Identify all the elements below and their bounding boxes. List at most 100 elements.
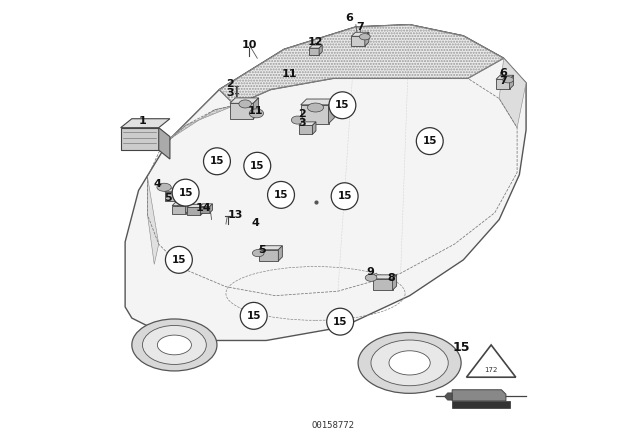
Polygon shape [259, 246, 282, 250]
Circle shape [165, 246, 192, 273]
Text: 15: 15 [210, 156, 224, 166]
Ellipse shape [157, 183, 172, 191]
Polygon shape [230, 103, 253, 119]
Polygon shape [172, 206, 186, 214]
Text: 15: 15 [246, 311, 261, 321]
Text: 2: 2 [226, 79, 234, 89]
Polygon shape [319, 45, 323, 55]
Ellipse shape [252, 250, 264, 257]
Text: 15: 15 [250, 161, 264, 171]
Text: 4: 4 [252, 218, 260, 228]
Circle shape [268, 181, 294, 208]
Ellipse shape [503, 77, 513, 83]
Polygon shape [187, 204, 204, 207]
Ellipse shape [365, 274, 377, 281]
Polygon shape [301, 99, 334, 105]
Ellipse shape [360, 34, 370, 40]
Circle shape [327, 308, 354, 335]
Text: 172: 172 [484, 366, 498, 373]
Circle shape [417, 128, 443, 155]
Text: 6: 6 [345, 13, 353, 23]
Text: 13: 13 [228, 210, 244, 220]
Polygon shape [200, 207, 210, 213]
Polygon shape [301, 105, 328, 124]
Text: 7: 7 [356, 22, 364, 32]
Polygon shape [312, 122, 316, 134]
Text: 15: 15 [274, 190, 288, 200]
Polygon shape [220, 25, 504, 105]
Text: 11: 11 [248, 106, 263, 116]
Polygon shape [178, 188, 182, 201]
Polygon shape [365, 32, 369, 46]
Text: 15: 15 [172, 255, 186, 265]
Text: 15: 15 [335, 100, 349, 110]
Text: 6: 6 [499, 68, 507, 78]
Polygon shape [121, 128, 159, 150]
Polygon shape [159, 128, 170, 159]
Polygon shape [164, 192, 178, 201]
Polygon shape [190, 196, 194, 208]
Text: 14: 14 [196, 203, 212, 213]
Polygon shape [452, 401, 511, 408]
Polygon shape [373, 275, 397, 279]
Polygon shape [125, 25, 526, 340]
Polygon shape [309, 48, 319, 55]
Text: 3: 3 [227, 88, 234, 98]
Polygon shape [187, 207, 200, 215]
Text: 8: 8 [387, 273, 395, 283]
Ellipse shape [358, 332, 461, 393]
Polygon shape [230, 98, 259, 103]
Polygon shape [164, 188, 182, 192]
Circle shape [172, 179, 199, 206]
Text: 2: 2 [298, 109, 306, 119]
Text: 1: 1 [138, 116, 146, 126]
Polygon shape [259, 250, 278, 261]
Polygon shape [309, 45, 323, 48]
Polygon shape [200, 204, 212, 207]
Polygon shape [467, 345, 516, 377]
Text: 3: 3 [298, 118, 306, 128]
Circle shape [204, 148, 230, 175]
Ellipse shape [371, 340, 448, 386]
Text: 15: 15 [452, 340, 470, 354]
Polygon shape [496, 79, 509, 89]
Text: 10: 10 [241, 40, 257, 50]
Circle shape [329, 92, 356, 119]
Ellipse shape [157, 335, 191, 355]
Polygon shape [496, 75, 513, 79]
Polygon shape [328, 99, 334, 124]
Text: 7: 7 [499, 76, 507, 86]
Polygon shape [351, 32, 369, 36]
Text: 5: 5 [259, 245, 266, 255]
Polygon shape [186, 202, 189, 214]
Circle shape [240, 302, 267, 329]
Polygon shape [170, 105, 235, 139]
Polygon shape [392, 275, 397, 290]
Text: 4: 4 [153, 179, 161, 189]
Text: 12: 12 [308, 37, 323, 47]
Circle shape [244, 152, 271, 179]
Circle shape [332, 183, 358, 210]
Polygon shape [278, 246, 282, 261]
Polygon shape [445, 393, 452, 400]
Polygon shape [121, 119, 170, 128]
Ellipse shape [291, 116, 304, 124]
Text: 11: 11 [282, 69, 298, 79]
Polygon shape [373, 279, 392, 290]
Polygon shape [210, 204, 212, 213]
Polygon shape [177, 196, 194, 199]
Ellipse shape [249, 109, 264, 118]
Ellipse shape [132, 319, 217, 371]
Ellipse shape [239, 100, 252, 108]
Text: O0158772: O0158772 [312, 421, 355, 430]
Text: 15: 15 [179, 188, 193, 198]
Polygon shape [299, 125, 312, 134]
Ellipse shape [307, 103, 324, 112]
Text: 9: 9 [367, 267, 374, 277]
Polygon shape [299, 122, 316, 125]
Polygon shape [253, 98, 259, 119]
Text: 15: 15 [337, 191, 352, 201]
Polygon shape [509, 75, 513, 89]
Polygon shape [351, 36, 365, 46]
Ellipse shape [389, 351, 430, 375]
